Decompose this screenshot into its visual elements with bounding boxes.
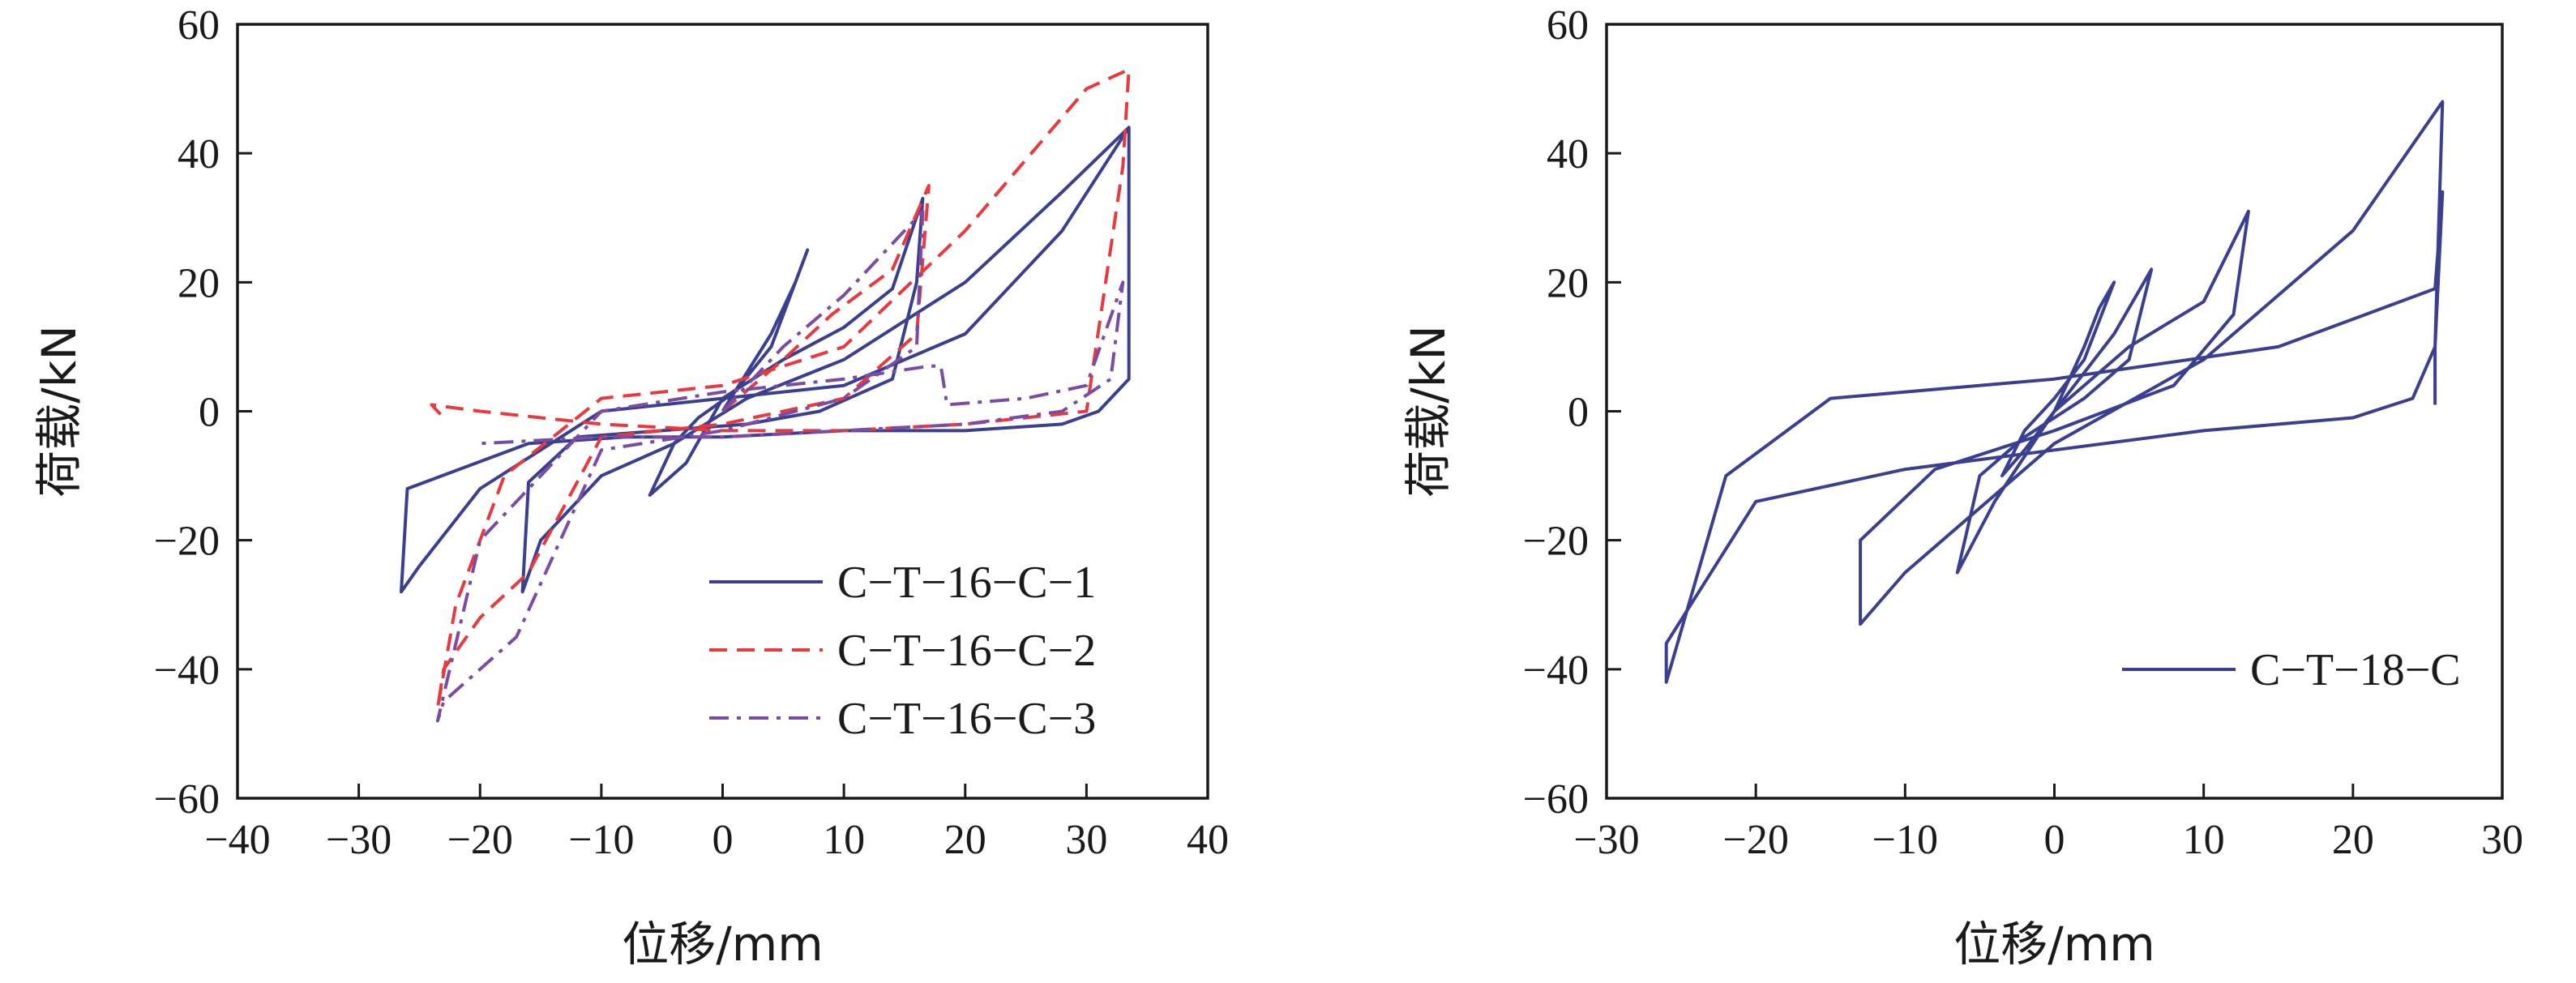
x-tick-label: 30 (1065, 817, 1107, 863)
series-line-3 (435, 209, 1125, 723)
y-tick-label: 20 (1547, 260, 1589, 306)
y-tick-label: 40 (178, 131, 220, 177)
x-tick-label: −10 (1872, 817, 1938, 863)
legend-label: C−T−16−C−2 (837, 626, 1096, 676)
y-axis-label: 荷载/kN (32, 325, 87, 498)
y-tick-label: −60 (154, 776, 220, 823)
legend-label: C−T−18−C (2250, 645, 2461, 695)
legend-label: C−T−16−C−3 (837, 694, 1096, 744)
series-line-1 (400, 126, 1131, 594)
x-tick-label: 30 (2481, 817, 2523, 863)
y-tick-label: 40 (1547, 131, 1589, 177)
y-tick-label: 60 (178, 2, 220, 49)
y-axis-label: 荷载/kN (1401, 325, 1456, 498)
x-axis-label: 位移/mm (1953, 917, 2155, 972)
y-tick-label: −20 (1523, 519, 1589, 565)
chart-right: −30 −20 −10 0 10 20 30 −60 −40 −20 0 20 40 60 位移/mm 荷载/… (1401, 2, 2523, 972)
x-tick-label: −10 (568, 817, 634, 863)
y-tick-label: −20 (154, 519, 220, 565)
x-tick-label: −20 (1723, 817, 1789, 863)
y-tick-label: 60 (1547, 2, 1589, 49)
series-line-2 (430, 67, 1131, 710)
x-tick-label: 0 (712, 817, 734, 863)
x-tick-label: −20 (447, 817, 513, 863)
x-tick-label: 20 (944, 817, 986, 863)
y-tick-label: 0 (1568, 390, 1589, 436)
x-tick-label: 40 (1187, 817, 1229, 863)
x-tick-label: −30 (1573, 817, 1639, 863)
x-tick-label: 0 (2044, 817, 2065, 863)
x-tick-label: 20 (2332, 817, 2374, 863)
series-line-1 (1664, 100, 2445, 684)
y-tick-label: −60 (1523, 776, 1589, 823)
x-tick-label: −40 (204, 817, 270, 863)
y-tick-label: −40 (1523, 647, 1589, 694)
y-tick-label: −40 (154, 647, 220, 694)
legend-label: C−T−16−C−1 (837, 558, 1096, 608)
x-tick-label: 10 (823, 817, 865, 863)
x-axis-label: 位移/mm (622, 917, 824, 972)
y-tick-label: 20 (178, 260, 220, 306)
chart-left: −40 −30 −20 −10 0 10 20 30 40−60−40−200204060位移/… (32, 2, 1229, 972)
x-tick-label: −30 (326, 817, 392, 863)
y-tick-label: 0 (199, 390, 220, 436)
x-tick-label: 10 (2183, 817, 2225, 863)
